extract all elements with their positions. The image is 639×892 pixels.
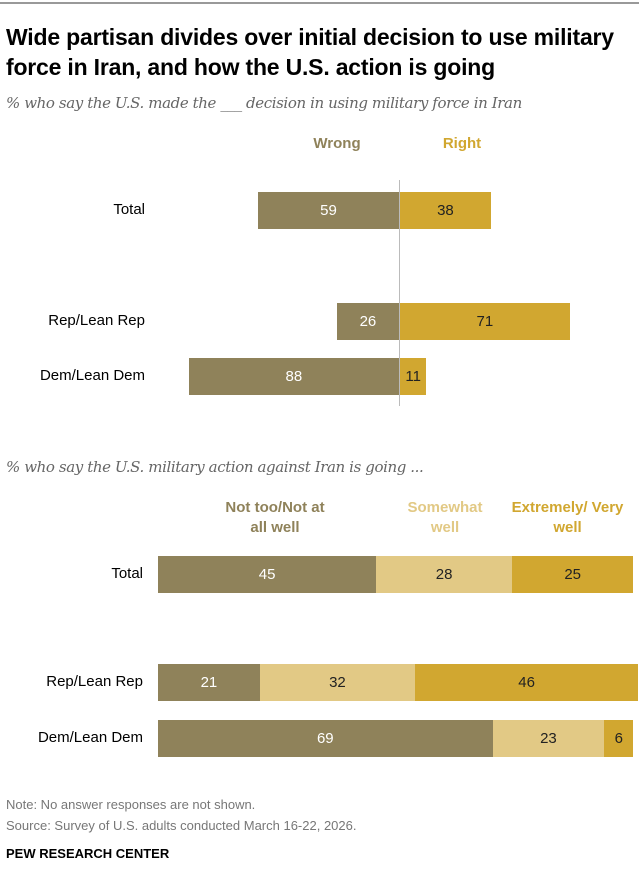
row-label: Dem/Lean Dem [39,367,145,384]
bar-right: 11 [400,358,427,395]
legend-1: Somewhat well [407,499,483,536]
chart-title: Wide partisan divides over initial decis… [6,24,614,80]
legend-right: Right [442,135,482,152]
bar-segment: 32 [259,664,416,701]
bar-wrong: 59 [257,192,399,229]
row-label: Total [111,565,143,582]
row-label: Rep/Lean Rep [48,312,145,329]
bar-segment: 6 [604,720,634,757]
bar-wrong: 26 [336,303,399,340]
row-label: Total [113,201,145,218]
top-rule [0,2,639,4]
bar-segment: 28 [376,556,513,593]
note: Note: No answer responses are not shown. [6,797,256,812]
legend-2: Extremely/ Very well [511,499,624,536]
legend-wrong: Wrong [313,135,361,152]
bar-segment: 25 [512,556,634,593]
brand-logo-text: PEW RESEARCH CENTER [6,846,170,861]
row-label: Rep/Lean Rep [46,673,143,690]
legend-0: Not too/Not at all well [225,499,325,536]
bar-segment: 69 [158,720,493,757]
bar-wrong: 88 [188,358,399,395]
bar-right: 38 [400,192,491,229]
bar-segment: 46 [415,664,639,701]
center-axis [399,180,400,406]
bar-right: 71 [400,303,570,340]
bar-segment: 45 [158,556,377,593]
subtitle-decision: % who say the U.S. made the ___ decision… [6,94,522,112]
bar-segment: 23 [492,720,605,757]
bar-segment: 21 [158,664,260,701]
subtitle-action: % who say the U.S. military action again… [6,458,424,476]
source: Source: Survey of U.S. adults conducted … [6,818,357,833]
row-label: Dem/Lean Dem [37,729,143,746]
